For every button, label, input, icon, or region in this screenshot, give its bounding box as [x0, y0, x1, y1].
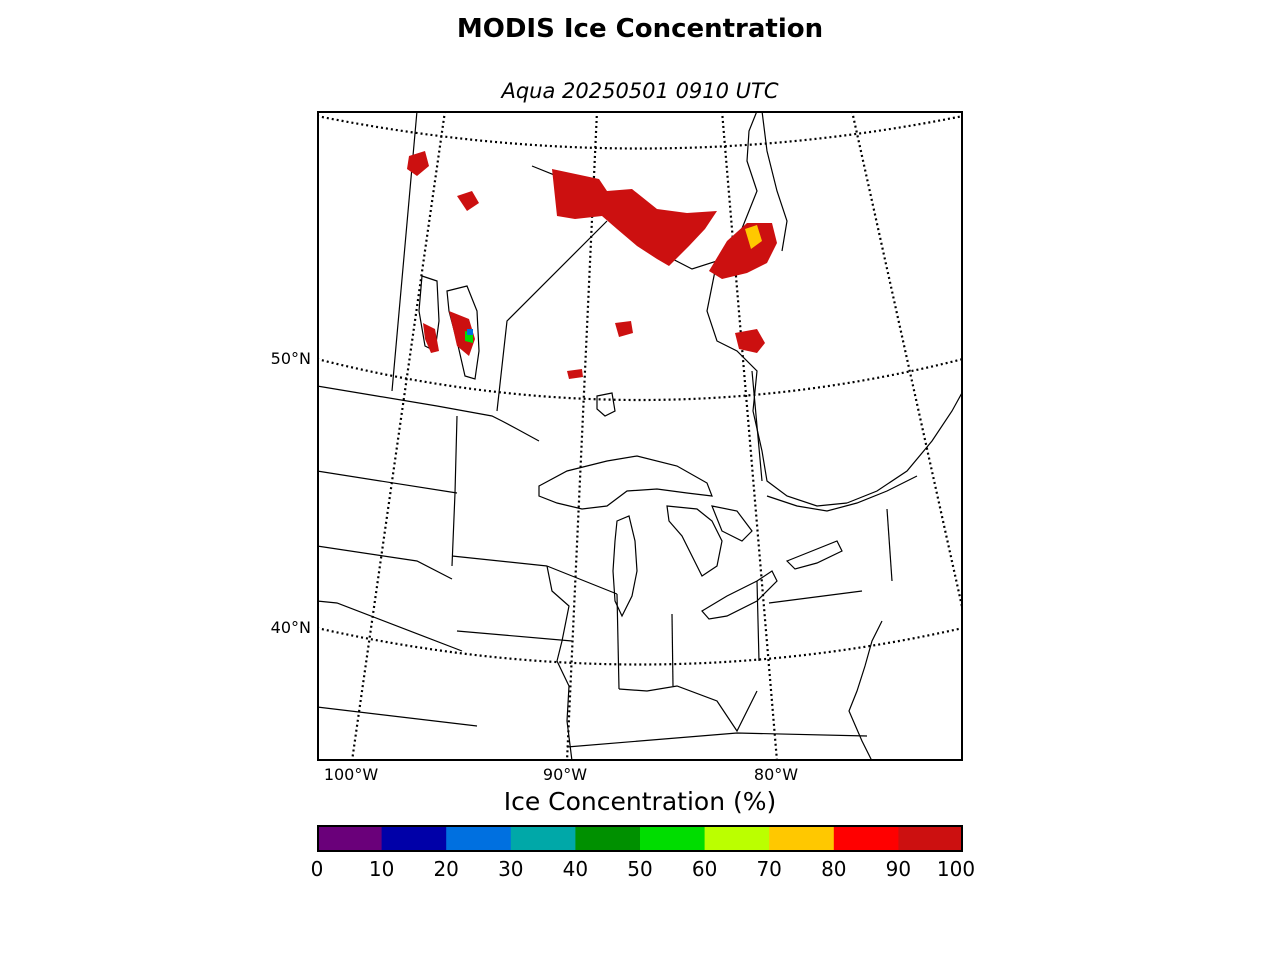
lon-line-90w — [565, 111, 599, 761]
atlantic-coast — [848, 620, 883, 761]
lat-line-60n — [317, 114, 963, 150]
ice-patch-hudson-bay — [552, 169, 717, 266]
colorbar — [317, 825, 963, 852]
lon-label-100w: 100°W — [323, 765, 379, 784]
lon-line-80w — [720, 111, 779, 761]
colorbar-tick-label: 100 — [936, 857, 976, 881]
colorbar-tick-label: 80 — [821, 857, 847, 881]
colorbar-tick-label: 70 — [756, 857, 782, 881]
canada-us-border — [317, 385, 540, 442]
lake-superior — [538, 455, 713, 510]
wi-il-border — [546, 565, 618, 595]
colorbar-segment — [640, 825, 706, 852]
lon-line-75w — [850, 111, 963, 612]
ice-patch-james-bay-south — [735, 329, 765, 353]
ontario-quebec-border — [751, 370, 763, 482]
lat-label-50n: 50°N — [270, 349, 311, 368]
colorbar-tick-label: 40 — [562, 857, 589, 881]
ny-vt-border — [886, 508, 893, 582]
ice-patch-north-3 — [567, 369, 583, 379]
lat-line-50n — [317, 357, 963, 402]
lon-line-100w — [350, 111, 447, 761]
lat-line-40n — [317, 626, 963, 666]
dakota-border — [317, 470, 458, 494]
ice-patch-james-bay-edge — [745, 225, 762, 249]
colorbar-segment — [381, 825, 447, 852]
lake-ontario — [785, 540, 843, 570]
lake-michigan — [612, 515, 638, 618]
nd-mn-border — [451, 415, 458, 567]
lon-label-80w: 80°W — [753, 765, 799, 784]
in-oh-border — [671, 613, 674, 687]
colorbar-segment — [446, 825, 512, 852]
colorbar-segment — [317, 825, 383, 852]
lake-nipigon — [596, 392, 616, 417]
james-bay-coast — [706, 260, 848, 507]
mn-ia-border — [451, 555, 548, 567]
ice-map — [317, 111, 963, 761]
ks-mo-border — [317, 600, 463, 652]
ice-patch-winnipegosis — [423, 323, 439, 353]
mississippi-river — [546, 565, 573, 761]
tn-ky-border — [566, 732, 868, 748]
lon-label-90w: 90°W — [542, 765, 588, 784]
ice-patch-lake-winnipeg-blue — [467, 329, 473, 335]
quebec-coast — [761, 111, 788, 252]
sd-ne-border — [317, 545, 453, 580]
lake-erie — [701, 570, 778, 620]
ia-mo-border — [456, 630, 573, 642]
colorbar-segment — [898, 825, 963, 852]
colorbar-tick-label: 50 — [627, 857, 653, 881]
manitoba-ontario-border — [496, 220, 608, 412]
ice-patch-north-1 — [457, 191, 479, 211]
canada-us-border-east — [766, 475, 918, 512]
colorbar-tick-label: 30 — [498, 857, 524, 881]
colorbar-tick-label: 20 — [433, 857, 459, 881]
map-frame — [317, 111, 963, 761]
lake-huron — [666, 505, 723, 577]
map-title: MODIS Ice Concentration — [456, 14, 824, 44]
colorbar-tick-label: 90 — [885, 857, 912, 881]
ice-patch-james-bay — [709, 223, 777, 279]
ice-patch-lake-winnipeg — [449, 311, 475, 356]
georgian-bay — [711, 505, 753, 542]
map-subtitle: Aqua 20250501 0910 UTC — [501, 79, 779, 103]
colorbar-tick-label: 10 — [368, 857, 395, 881]
colorbar-segment — [510, 825, 576, 852]
colorbar-segment — [575, 825, 641, 852]
colorbar-title: Ice Concentration (%) — [503, 787, 777, 816]
colorbar-tick-label: 0 — [310, 857, 324, 881]
pa-ny-border — [768, 590, 863, 604]
ohio-river — [618, 685, 758, 733]
lat-label-40n: 40°N — [270, 618, 311, 637]
colorbar-segment — [704, 825, 770, 852]
st-lawrence — [846, 390, 963, 504]
ice-patch-north-2 — [615, 321, 633, 337]
colorbar-segment — [833, 825, 899, 852]
ice-patch-reindeer — [407, 151, 429, 176]
oh-pa-border — [756, 580, 760, 662]
colorbar-tick-label: 60 — [691, 857, 718, 881]
sask-manitoba-border — [391, 111, 418, 392]
colorbar-segment — [769, 825, 835, 852]
il-in-border — [616, 593, 620, 690]
ok-ks-border — [317, 706, 478, 727]
